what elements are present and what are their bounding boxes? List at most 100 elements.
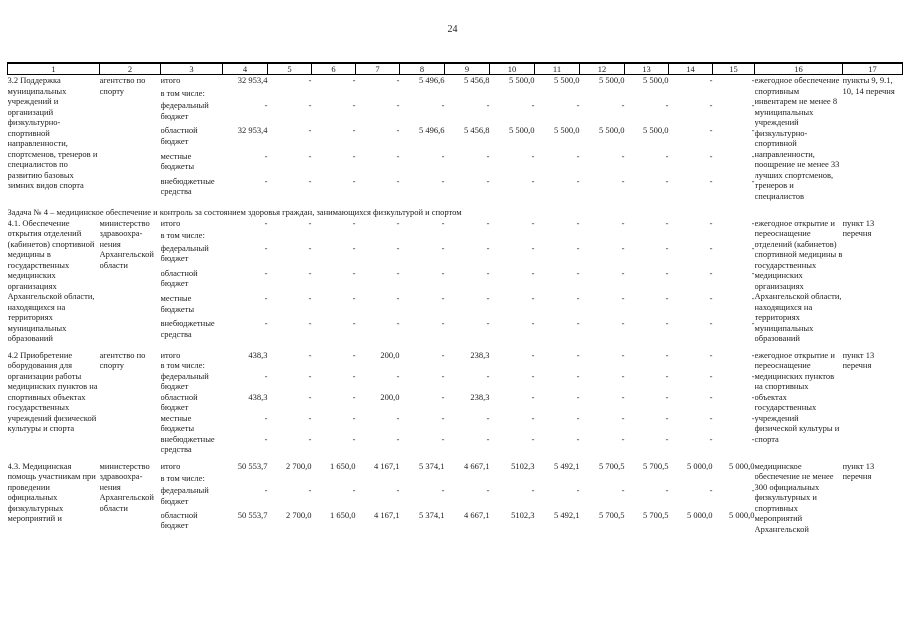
column-number-header: 6: [311, 61, 356, 75]
value-cell: 5 374,1: [419, 509, 445, 520]
value-cell: -: [264, 433, 268, 444]
activity-line-row: федеральный бюджет - - - - - - - - - - - -: [8, 100, 903, 125]
value-cell: -: [352, 150, 356, 161]
value-cell: -: [308, 267, 312, 278]
value-cell: 200,0: [380, 391, 400, 402]
value-cell: -: [665, 370, 669, 381]
budget-line-label: федеральный бюджет: [160, 100, 209, 121]
value-cell: -: [308, 433, 312, 444]
budget-line-label: в том числе:: [160, 472, 205, 483]
value-cell: 5 500,0: [509, 125, 535, 136]
budget-line-label: итого: [160, 217, 181, 228]
value-cell: -: [576, 267, 580, 278]
value-cell: -: [396, 175, 400, 186]
value-cell: -: [486, 267, 490, 278]
value-cell: [490, 230, 535, 243]
value-cell: [580, 473, 625, 485]
value-cell: 5 500,0: [554, 75, 580, 85]
value-cell: 4 667,1: [464, 460, 490, 471]
value-cell: -: [396, 217, 400, 228]
value-cell: -: [308, 391, 312, 402]
value-cell: -: [531, 217, 535, 228]
value-cell: -: [709, 125, 713, 136]
value-cell: -: [264, 267, 268, 278]
activity-line-row: областной бюджет 438,3 - - 200,0 - 238,3 - - - - - -: [8, 392, 903, 413]
activity-line-row: 4.2 Приобретение оборудования для органи…: [8, 349, 903, 444]
value-cell: -: [308, 125, 312, 136]
value-cell: [445, 473, 490, 485]
value-cell: -: [751, 433, 755, 444]
column-number-header: 2: [99, 61, 161, 75]
value-cell: [312, 473, 356, 485]
value-cell: -: [709, 318, 713, 329]
value-cell: -: [308, 75, 312, 85]
value-cell: -: [576, 370, 580, 381]
budget-line-label: федеральный бюджет: [160, 370, 209, 392]
value-cell: -: [709, 433, 713, 444]
value-cell: -: [396, 75, 400, 85]
value-cell: -: [621, 100, 625, 111]
value-cell: -: [308, 370, 312, 381]
budget-line-label: итого: [160, 460, 181, 471]
activity-name-cell: 4.2 Приобретение оборудования для органи…: [7, 349, 98, 434]
activity-line-row: областной бюджет 32 953,4 - - - 5 496,6 5 456,…: [8, 125, 903, 150]
value-cell: -: [486, 217, 490, 228]
value-cell: -: [441, 150, 445, 161]
value-cell: -: [576, 391, 580, 402]
value-cell: -: [352, 242, 356, 253]
value-cell: -: [531, 242, 535, 253]
activity-line-row: в том числе:: [8, 88, 903, 101]
perechen-ref-cell: пункт 13 перечня: [842, 217, 875, 239]
activity-name-cell: 4.3. Медицинская помощь участникам при п…: [7, 460, 96, 524]
value-cell: -: [441, 412, 445, 423]
activity-line-row: федеральный бюджет - - - - - - - - - - - -: [8, 371, 903, 392]
expected-result-cell: медицинское обеспечение не менее 300 офи…: [754, 460, 834, 534]
value-cell: -: [621, 217, 625, 228]
value-cell: [400, 473, 445, 485]
value-cell: [713, 88, 755, 101]
value-cell: -: [751, 485, 755, 495]
value-cell: -: [396, 370, 400, 381]
budget-line-label: внебюджетные средства: [160, 433, 215, 455]
activity-name-cell: 4.1. Обеспечение открытия отделений (каб…: [7, 217, 95, 344]
value-cell: -: [709, 242, 713, 253]
value-cell: -: [665, 217, 669, 228]
value-cell: -: [621, 485, 625, 495]
value-cell: -: [396, 318, 400, 329]
activity-line-row: в том числе:: [8, 360, 903, 371]
value-cell: 5 000,0: [729, 509, 755, 520]
value-cell: [445, 88, 490, 101]
value-cell: [669, 360, 713, 371]
value-cell: [625, 88, 669, 101]
value-cell: [268, 230, 312, 243]
value-cell: [312, 88, 356, 101]
value-cell: -: [486, 293, 490, 304]
column-number-header: 3: [160, 61, 223, 75]
activity-line-row: областной бюджет - - - - - - - - - - - -: [8, 268, 903, 293]
value-cell: -: [751, 267, 755, 278]
value-cell: -: [308, 318, 312, 329]
value-cell: 438,3: [248, 391, 268, 402]
budget-line-label: местные бюджеты: [160, 293, 195, 314]
value-cell: -: [531, 485, 535, 495]
value-cell: [535, 88, 580, 101]
value-cell: 5 700,5: [599, 509, 625, 520]
value-cell: [535, 230, 580, 243]
column-number-header: 12: [579, 61, 625, 75]
value-cell: -: [709, 267, 713, 278]
value-cell: -: [396, 267, 400, 278]
task-section-title: Задача № 4 – медицинское обеспечение и к…: [7, 207, 462, 217]
value-cell: -: [665, 349, 669, 360]
value-cell: -: [352, 75, 356, 85]
perechen-ref-cell: пункт 13 перечня: [842, 349, 875, 371]
value-cell: -: [441, 391, 445, 402]
value-cell: [223, 88, 268, 101]
value-cell: -: [352, 370, 356, 381]
activity-name-cell: 3.2 Поддержка муниципальных учреждений и…: [7, 75, 98, 190]
value-cell: -: [486, 318, 490, 329]
column-number-header: 1: [7, 61, 100, 75]
value-cell: [490, 360, 535, 371]
value-cell: 50 553,7: [237, 509, 268, 520]
activity-line-row: 3.2 Поддержка муниципальных учреждений и…: [8, 75, 903, 201]
